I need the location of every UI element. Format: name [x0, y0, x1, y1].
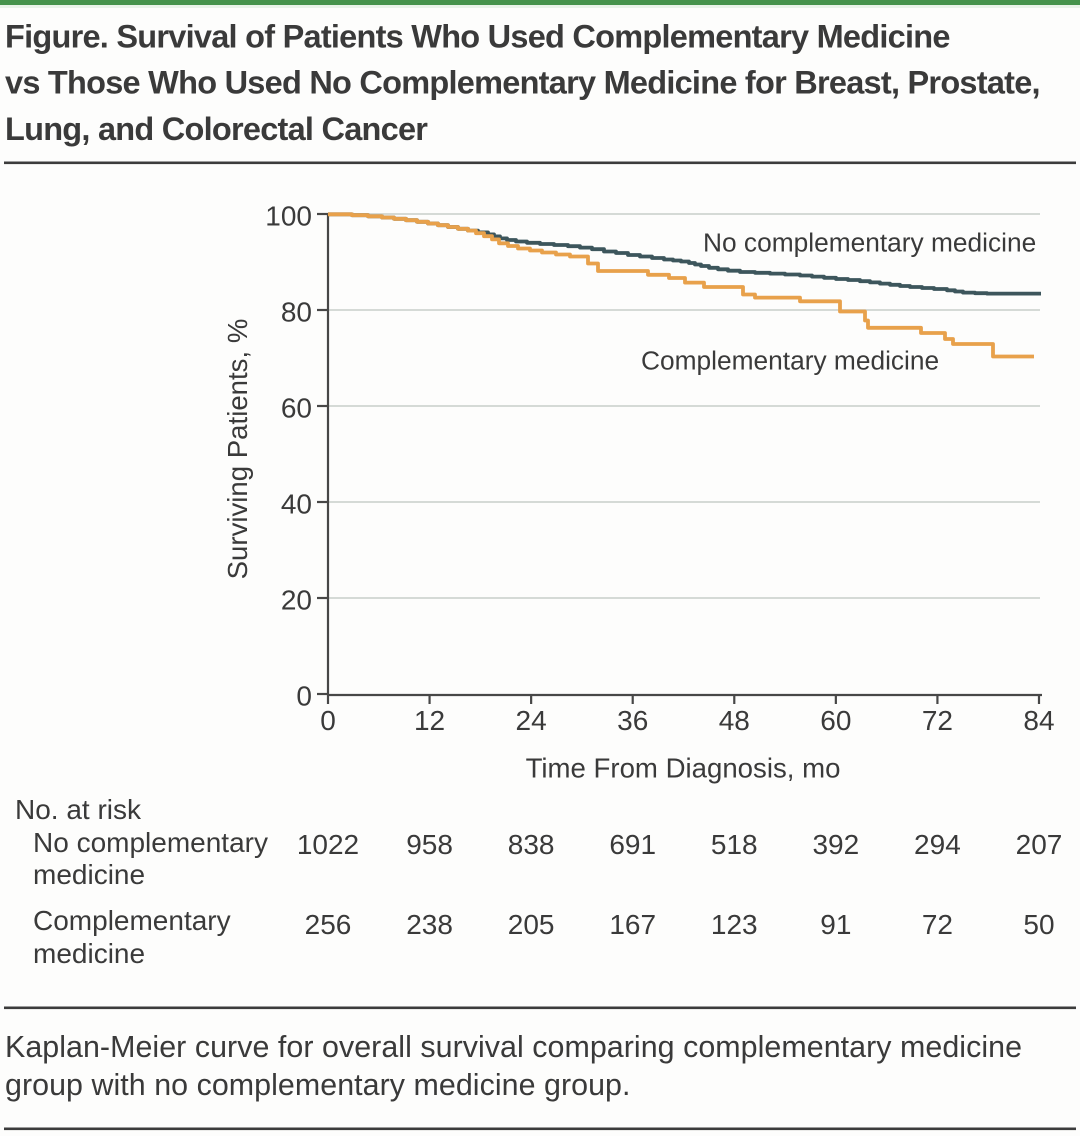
svg-text:123: 123 — [711, 909, 758, 940]
svg-text:Complementary: Complementary — [33, 905, 231, 936]
svg-text:vs Those Who Used No Complemen: vs Those Who Used No Complementary Medic… — [5, 65, 1040, 101]
svg-text:Time From Diagnosis, mo: Time From Diagnosis, mo — [526, 753, 841, 784]
svg-text:20: 20 — [281, 584, 312, 615]
svg-text:207: 207 — [1016, 829, 1063, 860]
svg-text:205: 205 — [508, 909, 555, 940]
svg-text:958: 958 — [406, 829, 453, 860]
svg-text:24: 24 — [516, 705, 547, 736]
svg-text:medicine: medicine — [33, 859, 145, 890]
svg-text:294: 294 — [914, 829, 961, 860]
svg-text:50: 50 — [1023, 909, 1054, 940]
svg-text:100: 100 — [265, 200, 312, 231]
svg-text:Figure. Survival of Patients W: Figure. Survival of Patients Who Used Co… — [5, 19, 950, 55]
svg-text:1022: 1022 — [297, 829, 359, 860]
svg-text:691: 691 — [609, 829, 656, 860]
svg-text:Kaplan-Meier curve for overall: Kaplan-Meier curve for overall survival … — [5, 1030, 1022, 1064]
svg-text:36: 36 — [617, 705, 648, 736]
svg-text:40: 40 — [281, 488, 312, 519]
svg-text:256: 256 — [305, 909, 352, 940]
svg-text:72: 72 — [922, 909, 953, 940]
svg-text:80: 80 — [281, 296, 312, 327]
svg-text:Surviving Patients, %: Surviving Patients, % — [222, 319, 253, 580]
svg-text:167: 167 — [609, 909, 656, 940]
svg-text:No. at risk: No. at risk — [15, 794, 142, 825]
svg-text:Complementary medicine: Complementary medicine — [641, 346, 939, 376]
svg-text:0: 0 — [320, 705, 336, 736]
svg-text:238: 238 — [406, 909, 453, 940]
svg-text:No complementary: No complementary — [33, 827, 268, 858]
svg-text:12: 12 — [414, 705, 445, 736]
svg-text:medicine: medicine — [33, 938, 145, 969]
svg-text:72: 72 — [922, 705, 953, 736]
svg-text:60: 60 — [281, 392, 312, 423]
svg-text:392: 392 — [812, 829, 859, 860]
svg-text:838: 838 — [508, 829, 555, 860]
svg-text:0: 0 — [296, 680, 312, 711]
svg-text:60: 60 — [820, 705, 851, 736]
svg-text:Lung, and Colorectal Cancer: Lung, and Colorectal Cancer — [5, 111, 428, 147]
svg-text:No complementary medicine: No complementary medicine — [703, 228, 1036, 258]
svg-text:48: 48 — [719, 705, 750, 736]
svg-text:group with no complementary me: group with no complementary medicine gro… — [5, 1068, 630, 1102]
svg-text:518: 518 — [711, 829, 758, 860]
svg-text:91: 91 — [820, 909, 851, 940]
svg-text:84: 84 — [1023, 705, 1054, 736]
